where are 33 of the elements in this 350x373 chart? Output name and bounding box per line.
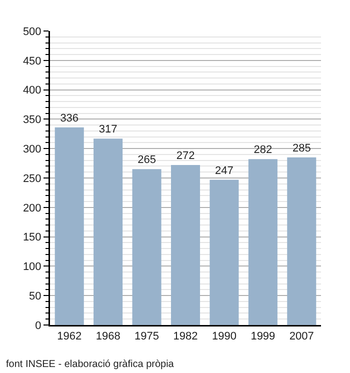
y-tick-label: 250 <box>22 172 42 185</box>
x-tick-label: 1962 <box>57 330 82 343</box>
bar <box>132 169 162 325</box>
y-tick-label: 200 <box>22 202 42 214</box>
data-label: 317 <box>98 124 118 136</box>
bar <box>210 180 239 325</box>
y-tick-label: 0 <box>35 320 42 332</box>
bar <box>248 159 278 325</box>
data-label: 247 <box>215 164 234 177</box>
y-tick-label: 450 <box>22 55 42 68</box>
y-tick-label: 300 <box>22 143 42 156</box>
y-tick-label: 350 <box>22 114 42 126</box>
x-tick-label: 1982 <box>173 330 198 343</box>
bar <box>170 165 200 325</box>
text: font INSEE - elaboració gràfica pròpia <box>6 359 174 370</box>
x-tick-label: 1968 <box>96 330 120 343</box>
x-tick-label: 1990 <box>212 330 236 343</box>
data-label: 282 <box>254 144 272 156</box>
data-label: 265 <box>138 154 156 166</box>
data-label: 336 <box>60 112 79 124</box>
y-tick-label: 500 <box>22 26 42 38</box>
data-label: 272 <box>176 150 195 162</box>
y-tick-label: 100 <box>22 261 42 274</box>
y-tick-label: 150 <box>22 232 42 244</box>
y-tick-label: 400 <box>22 84 42 97</box>
x-tick-label: 1999 <box>250 330 276 343</box>
y-tick-label: 50 <box>29 290 42 302</box>
x-tick-label: 2007 <box>289 330 314 343</box>
bar <box>94 138 123 325</box>
data-label: 285 <box>292 142 311 154</box>
bar <box>287 157 316 325</box>
bar <box>54 127 84 325</box>
x-tick-label: 1975 <box>134 330 160 343</box>
